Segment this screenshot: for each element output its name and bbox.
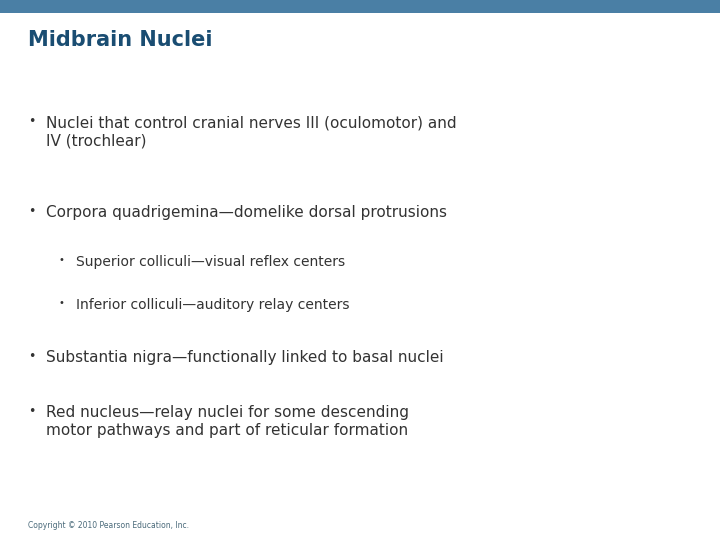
Text: •: • — [58, 255, 64, 265]
Text: •: • — [58, 298, 64, 308]
Text: •: • — [28, 405, 35, 418]
Bar — [0, 0, 720, 13]
Text: Corpora quadrigemina—domelike dorsal protrusions: Corpora quadrigemina—domelike dorsal pro… — [46, 205, 447, 220]
Text: •: • — [28, 115, 35, 128]
Text: Copyright © 2010 Pearson Education, Inc.: Copyright © 2010 Pearson Education, Inc. — [28, 521, 189, 530]
Text: Midbrain Nuclei: Midbrain Nuclei — [28, 30, 212, 50]
Text: Red nucleus—relay nuclei for some descending
motor pathways and part of reticula: Red nucleus—relay nuclei for some descen… — [46, 405, 409, 438]
Text: •: • — [28, 350, 35, 363]
Text: Substantia nigra—functionally linked to basal nuclei: Substantia nigra—functionally linked to … — [46, 350, 444, 365]
Text: •: • — [28, 205, 35, 218]
Text: Superior colliculi—visual reflex centers: Superior colliculi—visual reflex centers — [76, 255, 345, 269]
Text: Nuclei that control cranial nerves III (oculomotor) and
IV (trochlear): Nuclei that control cranial nerves III (… — [46, 115, 456, 148]
Text: Inferior colliculi—auditory relay centers: Inferior colliculi—auditory relay center… — [76, 298, 349, 312]
